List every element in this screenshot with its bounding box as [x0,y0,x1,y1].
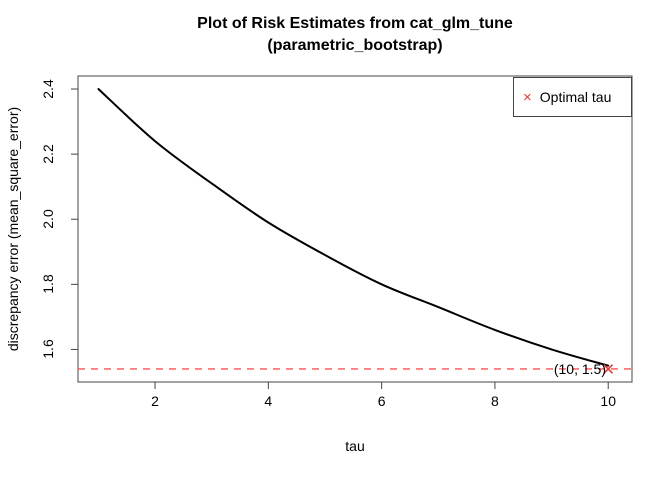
y-tick-label: 2.4 [40,79,56,99]
x-tick-label: 2 [151,393,159,409]
y-axis-label: discrepancy error (mean_square_error) [5,106,21,352]
x-tick-label: 4 [264,393,273,409]
legend-label: Optimal tau [539,89,612,105]
x-tick-label: 8 [491,393,499,409]
chart-title-line2: (parametric_bootstrap) [267,37,443,54]
legend-box: × Optimal tau [513,77,632,117]
y-tick-label: 1.6 [40,339,56,360]
risk-curve [97,88,610,367]
x-axis-label: tau [345,438,365,454]
chart-title: Plot of Risk Estimates from cat_glm_tune… [78,13,632,57]
plot-border [77,75,633,383]
chart-title-line1: Plot of Risk Estimates from cat_glm_tune [197,15,513,32]
x-tick-label: 10 [600,393,616,409]
optimal-point-annotation: (10, 1.5) [553,361,606,377]
y-tick-label: 2.0 [40,209,56,229]
y-tick-label: 2.2 [40,144,56,164]
optimal-point-marker [603,364,614,374]
x-tick-label: 6 [377,393,386,409]
y-tick-label: 1.8 [40,274,56,295]
x-marker-icon: × [523,88,532,106]
